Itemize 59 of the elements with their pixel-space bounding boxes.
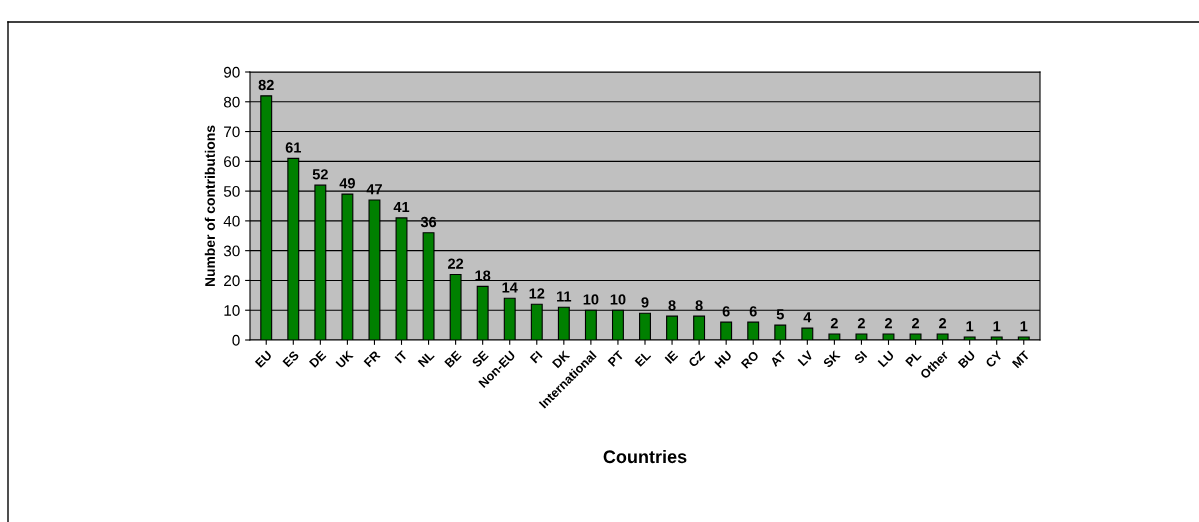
data-label: 22	[448, 258, 464, 269]
y-tick-label: 60	[224, 156, 240, 168]
x-tick-label: UK	[335, 350, 354, 369]
data-label: 2	[857, 318, 865, 329]
x-tick-label: CZ	[687, 350, 706, 368]
x-tick-label: EU	[254, 350, 273, 368]
data-label: 2	[830, 318, 838, 329]
data-label: 61	[285, 142, 301, 153]
x-tick-label: DE	[308, 350, 327, 368]
data-label: 9	[641, 297, 649, 308]
x-tick-label: EL	[634, 350, 652, 367]
x-tick-label: SI	[853, 350, 868, 365]
y-tick-label: 20	[224, 275, 240, 287]
x-tick-label: SK	[822, 350, 841, 369]
x-tick-label: HU	[714, 350, 733, 369]
data-label: 14	[502, 282, 518, 293]
x-tick-label: PL	[905, 350, 922, 367]
y-tick-label: 90	[224, 66, 240, 78]
x-axis-title: Countries	[603, 449, 687, 464]
data-label: 10	[583, 294, 599, 305]
y-tick-label: 30	[223, 245, 240, 257]
x-tick-label: ES	[282, 350, 300, 368]
data-label: 41	[393, 202, 410, 213]
data-label: 52	[312, 169, 328, 180]
y-axis-title: Number of contributions	[204, 125, 215, 287]
data-label: 4	[803, 312, 812, 323]
data-label: 10	[610, 294, 626, 305]
data-label: 11	[557, 291, 572, 302]
y-tick-label: 0	[232, 334, 240, 346]
data-label: 1	[966, 321, 974, 332]
y-tick-label: 50	[223, 185, 240, 197]
data-label: 5	[776, 309, 784, 320]
x-tick-label: PT	[607, 350, 625, 367]
data-label: 2	[912, 318, 920, 329]
data-label: 12	[529, 288, 545, 299]
x-tick-label: IE	[664, 350, 679, 364]
data-label: 8	[668, 300, 676, 311]
x-tick-label: FR	[363, 350, 381, 368]
y-tick-label: 70	[224, 126, 240, 138]
data-label: 8	[695, 300, 703, 311]
x-tick-label: CY	[985, 350, 1004, 369]
y-tick-label: 10	[224, 305, 240, 316]
data-label: 2	[884, 318, 892, 329]
data-label: 1	[993, 321, 1001, 332]
x-tick-label: NL	[417, 350, 435, 368]
x-tick-label: AT	[769, 350, 787, 368]
y-tick-label: 40	[223, 215, 240, 227]
y-tick-label: 80	[223, 96, 240, 108]
data-label: 2	[939, 318, 947, 329]
x-tick-label: BU	[957, 350, 976, 369]
x-tick-label: BE	[444, 350, 462, 368]
x-tick-label: LU	[877, 350, 895, 368]
data-label: 49	[339, 178, 355, 189]
x-tick-label: IT	[394, 350, 408, 364]
x-tick-label: MT	[1011, 350, 1031, 369]
x-tick-label: LV	[797, 350, 814, 367]
data-label: 1	[1020, 321, 1028, 332]
data-label: 82	[258, 79, 274, 91]
x-tick-label: RO	[740, 350, 760, 369]
